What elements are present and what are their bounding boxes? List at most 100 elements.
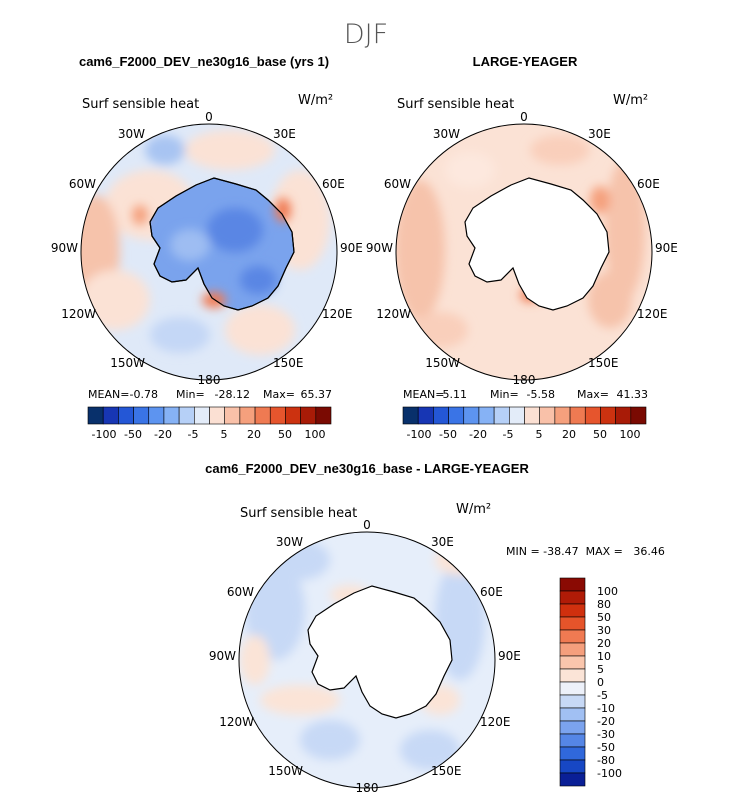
lon-label: 120E (480, 715, 511, 729)
colorbar-swatch (559, 577, 586, 592)
colorbar-swatch (559, 655, 586, 670)
mean-value: 5.11 (443, 388, 468, 401)
lon-label: 90E (340, 241, 363, 255)
panel-diff-colorbar-labels: 100 80 50 30 20 10 5 0 -5 -10 -20 -30 -5… (597, 585, 622, 780)
panel-model-colorbar-labels: -100 -50 -20 -5 5 20 50 100 (92, 428, 326, 441)
panel-model-units: W/m² (298, 93, 333, 108)
lon-label: 0 (520, 110, 528, 124)
panel-model-map (81, 124, 337, 380)
colorbar-swatch (615, 406, 632, 425)
panel-diff-lon-labels: 0 30E 60E 90E 120E 150E 180 150W 120W 90… (209, 518, 521, 795)
lon-label: 90W (366, 241, 393, 255)
colorbar-swatch (87, 406, 104, 425)
colorbar-label: 10 (597, 650, 611, 663)
colorbar-swatch (417, 406, 434, 425)
lon-label: 30W (118, 127, 145, 141)
panel-diff-minmax: MIN = -38.47 MAX = 36.46 (506, 545, 665, 558)
colorbar-swatch (224, 406, 241, 425)
colorbar-swatch (269, 406, 286, 425)
panel-obs-title: LARGE-YEAGER (473, 54, 578, 69)
lon-label: 0 (205, 110, 213, 124)
colorbar-label: -20 (469, 428, 487, 441)
panel-obs-units: W/m² (613, 93, 648, 108)
colorbar-swatch (559, 694, 586, 709)
colorbar-label: -20 (597, 715, 615, 728)
panel-model-var-label: Surf sensible heat (82, 97, 199, 112)
lon-label: 60W (69, 177, 96, 191)
colorbar-swatch (524, 406, 540, 425)
colorbar-swatch (433, 406, 449, 425)
colorbar-swatch (569, 406, 586, 425)
colorbar-swatch (559, 616, 586, 631)
min-value: -5.58 (527, 388, 555, 401)
colorbar-swatch (630, 406, 647, 425)
lon-label: 150W (110, 356, 145, 370)
colorbar-swatch (209, 406, 225, 425)
panel-diff-units: W/m² (456, 502, 491, 517)
panel-model-colorbar (87, 406, 332, 425)
colorbar-swatch (285, 406, 301, 425)
colorbar-swatch (559, 668, 586, 683)
lon-label: 120W (219, 715, 254, 729)
colorbar-label: -50 (597, 741, 615, 754)
panel-model-lon-labels: 0 30E 60E 90E 120E 150E 180 150W 120W 90… (51, 110, 363, 387)
lon-label: 30E (588, 127, 611, 141)
colorbar-label: 5 (597, 663, 604, 676)
colorbar-swatch (559, 603, 586, 618)
colorbar-swatch (559, 629, 586, 644)
panel-model-title: cam6_F2000_DEV_ne30g16_base (yrs 1) (79, 54, 329, 69)
colorbar-swatch (178, 406, 195, 425)
colorbar-label: 5 (536, 428, 543, 441)
colorbar-label: 0 (597, 676, 604, 689)
colorbar-swatch (315, 406, 332, 425)
colorbar-label: 30 (597, 624, 611, 637)
mean-label: MEAN= (88, 388, 129, 401)
panel-model-stats: MEAN= -0.78 Min= -28.12 Max= 65.37 (88, 388, 332, 401)
colorbar-label: 20 (597, 637, 611, 650)
panel-obs-map (396, 124, 652, 380)
min-value: -28.12 (215, 388, 250, 401)
colorbar-label: -80 (597, 754, 615, 767)
lon-label: 150E (431, 764, 462, 778)
panel-diff-colorbar (559, 577, 586, 787)
lon-label: 30W (276, 535, 303, 549)
colorbar-swatch (402, 406, 419, 425)
colorbar-swatch (239, 406, 256, 425)
lon-label: 90W (51, 241, 78, 255)
colorbar-label: -50 (124, 428, 142, 441)
colorbar-label: -100 (597, 767, 622, 780)
colorbar-swatch (133, 406, 150, 425)
lon-label: 60W (227, 585, 254, 599)
lon-label: 0 (363, 518, 371, 532)
lon-label: 60E (480, 585, 503, 599)
lon-label: 30W (433, 127, 460, 141)
min-label: Min= (490, 388, 519, 401)
colorbar-swatch (584, 406, 601, 425)
colorbar-swatch (300, 406, 317, 425)
colorbar-swatch (509, 406, 525, 425)
colorbar-swatch (163, 406, 180, 425)
panel-obs-lon-labels: 0 30E 60E 90E 120E 150E 180 150W 120W 90… (366, 110, 678, 387)
colorbar-label: 20 (562, 428, 576, 441)
colorbar-swatch (554, 406, 571, 425)
colorbar-swatch (559, 733, 586, 748)
panel-diff-map (239, 532, 495, 788)
lon-label: 150E (588, 356, 619, 370)
colorbar-swatch (559, 746, 586, 761)
lon-label: 120W (376, 307, 411, 321)
panel-obs: LARGE-YEAGER Surf sensible heat W/m² 0 3… (366, 54, 678, 441)
colorbar-swatch (254, 406, 271, 425)
colorbar-swatch (559, 720, 586, 735)
colorbar-label: -20 (154, 428, 172, 441)
max-label: Max= (577, 388, 609, 401)
colorbar-label: -30 (597, 728, 615, 741)
panel-diff-var-label: Surf sensible heat (240, 506, 357, 521)
colorbar-label: -10 (597, 702, 615, 715)
colorbar-swatch (559, 707, 586, 722)
lon-label: 60E (637, 177, 660, 191)
colorbar-swatch (148, 406, 165, 425)
lon-label: 60E (322, 177, 345, 191)
colorbar-swatch (539, 406, 556, 425)
colorbar-label: -5 (188, 428, 199, 441)
colorbar-label: 100 (305, 428, 326, 441)
